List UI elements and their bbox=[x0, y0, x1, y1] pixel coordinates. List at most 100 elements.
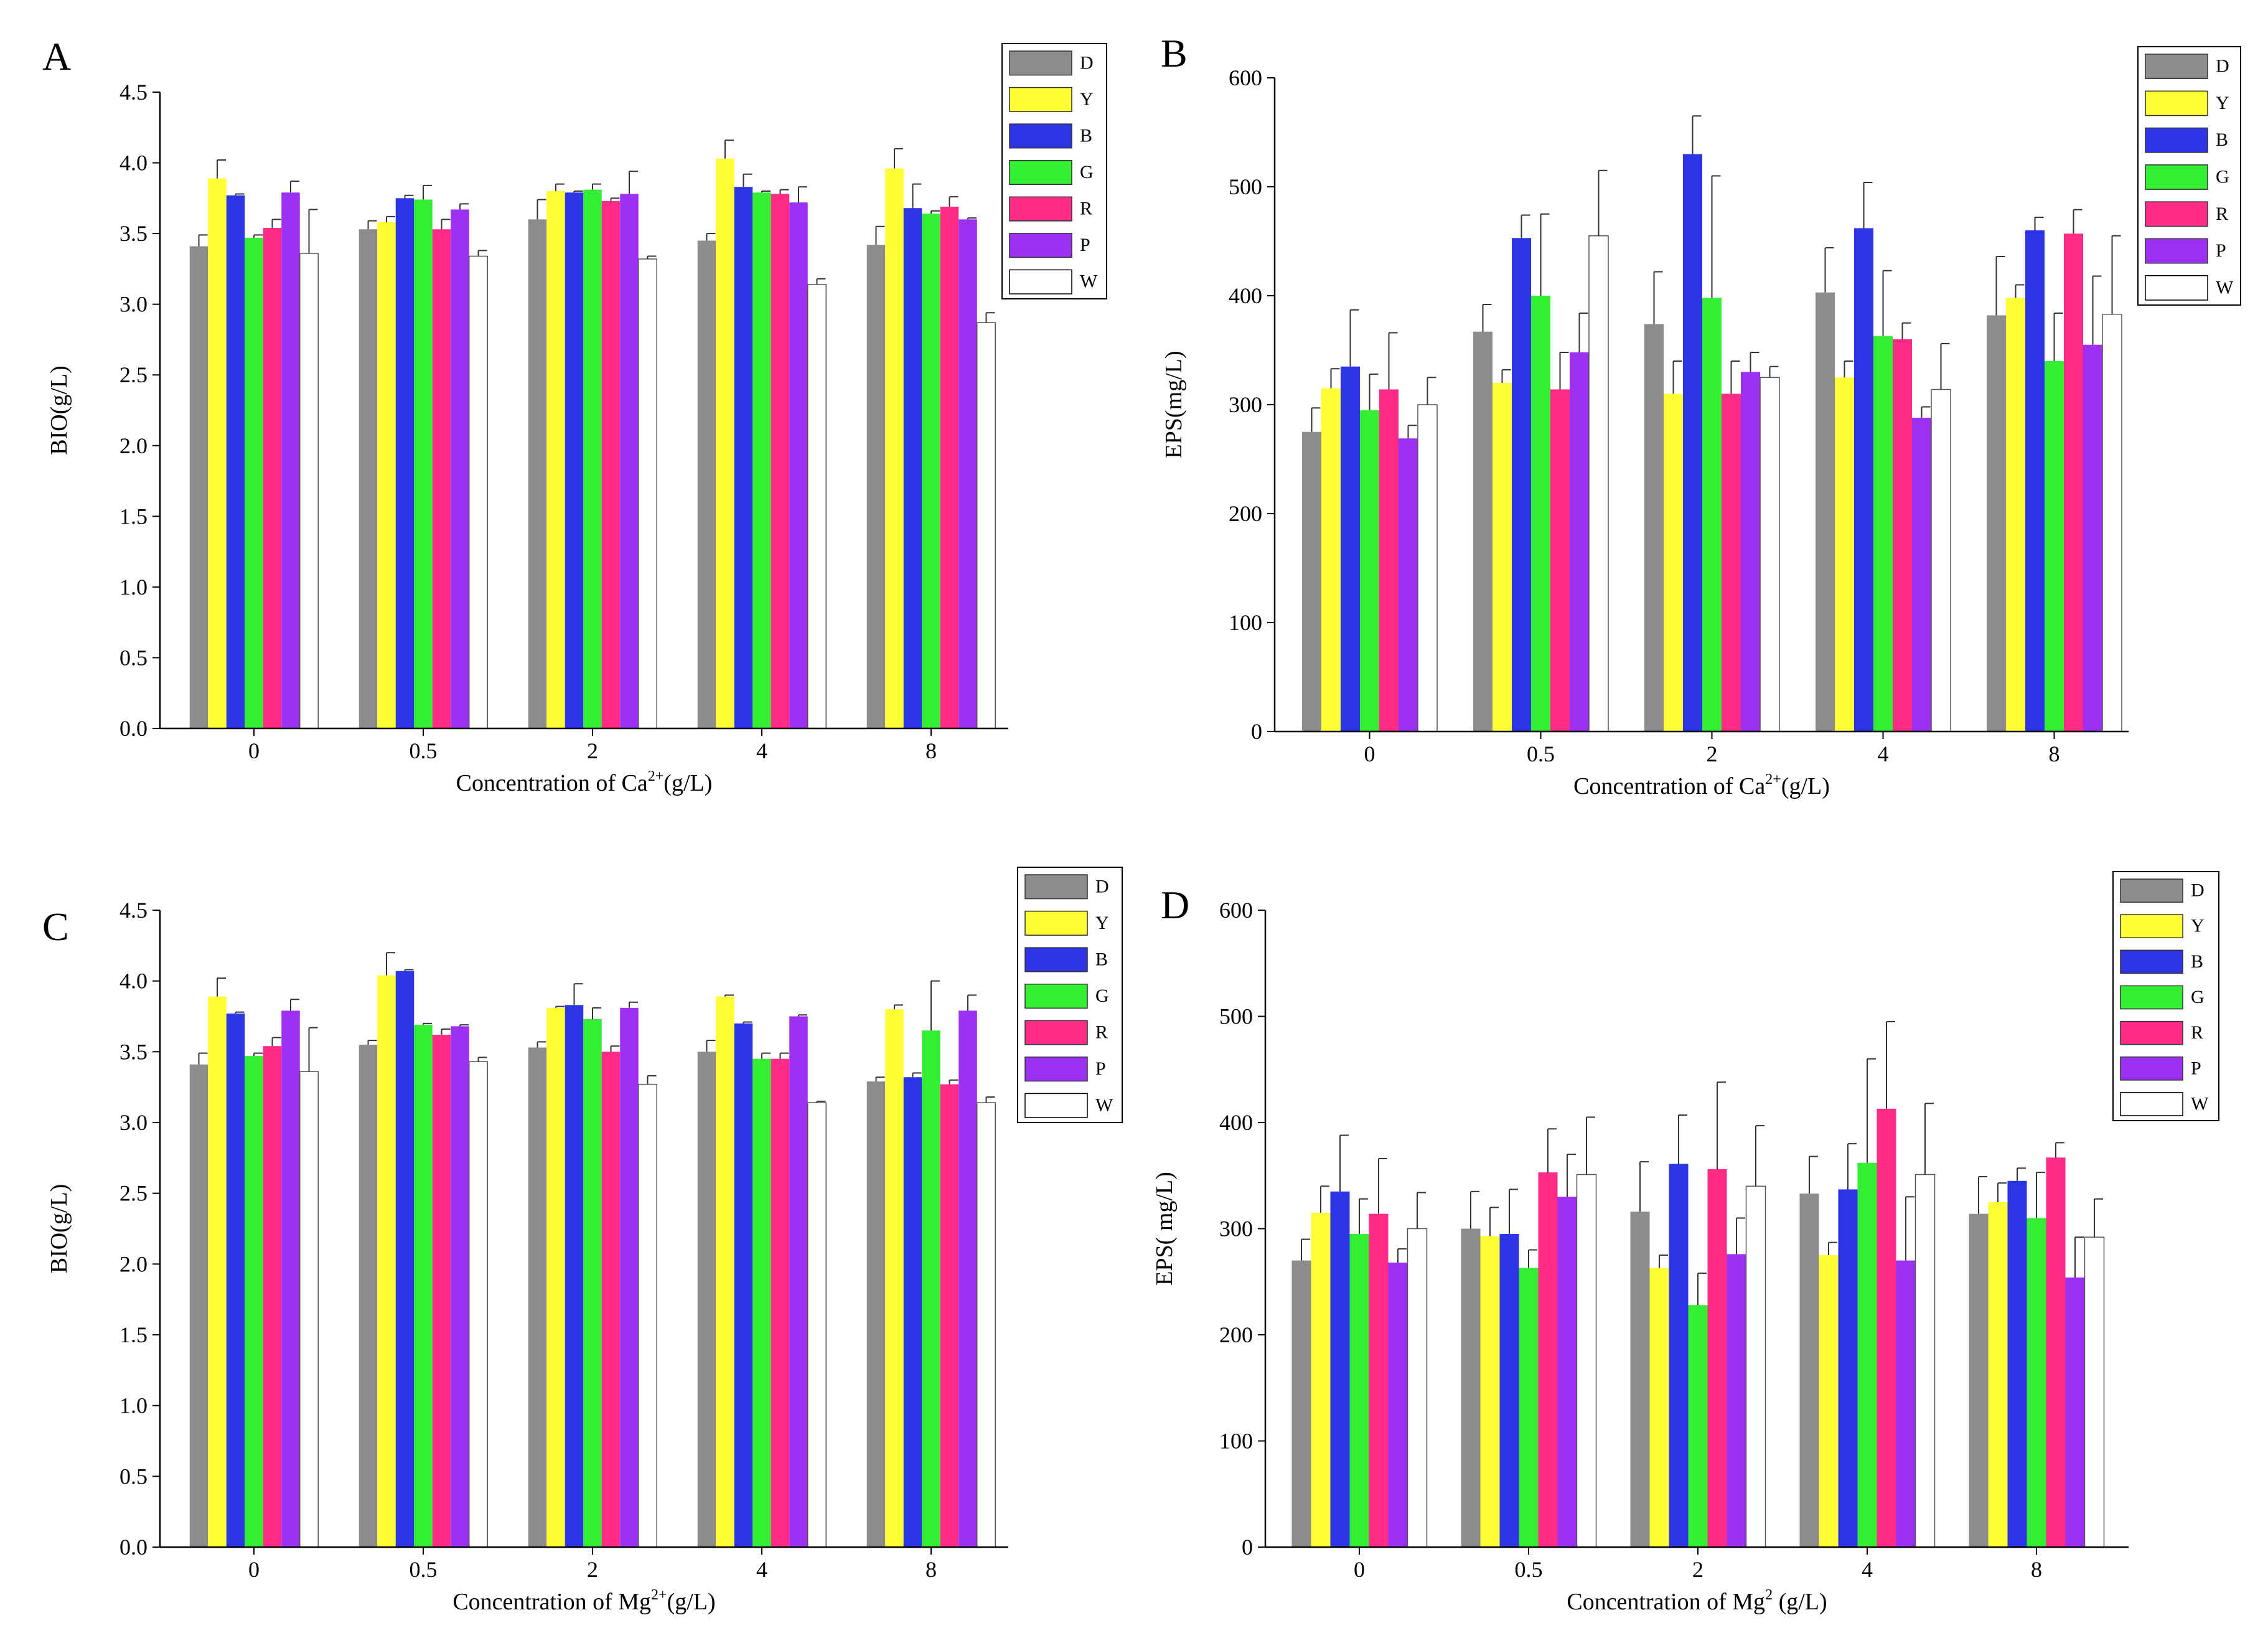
y-tick-label: 300 bbox=[1219, 1217, 1253, 1241]
bar-d-0.5 bbox=[1473, 331, 1492, 732]
bar-p-2 bbox=[620, 194, 639, 728]
bar-b-4 bbox=[734, 187, 753, 729]
bar-r-4 bbox=[771, 1058, 790, 1547]
x-axis-title-superscript: 2 bbox=[1765, 1587, 1773, 1603]
bar-w-0 bbox=[299, 253, 319, 729]
legend-label-b: B bbox=[1080, 125, 1092, 146]
x-axis-title-superscript: 2+ bbox=[648, 768, 664, 784]
bar-g-0.5 bbox=[1519, 1268, 1539, 1547]
y-tick-label: 2.0 bbox=[119, 1251, 148, 1276]
legend-label-y: Y bbox=[2191, 916, 2205, 936]
legend-swatch-r bbox=[1024, 1020, 1088, 1045]
bar-g-2 bbox=[1688, 1305, 1708, 1547]
legend-swatch-g bbox=[2120, 985, 2183, 1010]
y-tick-label: 1.0 bbox=[119, 575, 148, 600]
bar-p-0 bbox=[281, 1010, 300, 1547]
bar-p-8 bbox=[2083, 344, 2102, 732]
bar-b-2 bbox=[1683, 154, 1702, 732]
bar-w-0 bbox=[1417, 404, 1438, 732]
bar-g-4 bbox=[752, 1058, 771, 1547]
y-tick-label: 600 bbox=[1219, 898, 1253, 923]
panel-a-bio-calcium: A 0.0 0.5 1.0 1.5 2.0 2.5 3.0 3.5 4.0 4.5 0 0.5 2 4 8 Co… bbox=[42, 34, 1107, 796]
bar-y-8 bbox=[885, 1009, 904, 1547]
bar-p-0 bbox=[281, 192, 300, 728]
legend-swatch-w bbox=[2120, 1092, 2183, 1116]
bar-d-2 bbox=[528, 1047, 547, 1547]
y-tick-label: 400 bbox=[1229, 283, 1262, 308]
bar-p-0.5 bbox=[1557, 1197, 1577, 1547]
bar-g-4 bbox=[752, 192, 771, 728]
bar-d-0.5 bbox=[1461, 1228, 1481, 1547]
bar-p-4 bbox=[789, 202, 808, 728]
legend-swatch-g bbox=[1009, 159, 1072, 186]
bar-g-0.5 bbox=[414, 1025, 433, 1547]
y-tick-label: 4.5 bbox=[119, 80, 148, 105]
bar-g-2 bbox=[583, 1019, 602, 1547]
x-tick-label: 8 bbox=[925, 1557, 937, 1582]
bar-r-8 bbox=[940, 206, 959, 729]
bar-p-2 bbox=[1727, 1254, 1746, 1547]
y-tick-label: 400 bbox=[1219, 1110, 1253, 1135]
legend-swatch-y bbox=[2145, 90, 2208, 116]
bar-p-4 bbox=[1896, 1260, 1916, 1547]
bar-w-8 bbox=[977, 1102, 996, 1548]
bar-p-2 bbox=[1741, 372, 1760, 732]
bar-d-2 bbox=[1630, 1212, 1650, 1547]
bar-y-2 bbox=[1649, 1268, 1669, 1547]
legend-label-p: P bbox=[2191, 1058, 2201, 1078]
bar-r-0.5 bbox=[432, 1035, 451, 1547]
x-axis-title-unit: (g/L) bbox=[667, 1589, 716, 1615]
bar-p-0 bbox=[1388, 1263, 1408, 1547]
bar-w-0.5 bbox=[469, 1061, 488, 1548]
bar-r-0 bbox=[263, 228, 282, 728]
legend-swatch-g bbox=[2145, 164, 2208, 190]
legend-label-w: W bbox=[1095, 1095, 1113, 1116]
bar-r-0 bbox=[1379, 389, 1399, 732]
bar-y-4 bbox=[716, 158, 734, 729]
y-axis-title: BIO(g/L) bbox=[46, 1184, 72, 1274]
bar-d-8 bbox=[866, 1081, 886, 1547]
bar-b-8 bbox=[2025, 230, 2045, 732]
bar-r-0.5 bbox=[1538, 1172, 1558, 1547]
y-tick-label: 200 bbox=[1219, 1322, 1253, 1347]
legend-swatch-p bbox=[2145, 238, 2208, 264]
bar-y-0.5 bbox=[377, 975, 396, 1547]
bar-w-4 bbox=[807, 284, 827, 729]
x-tick-label: 8 bbox=[2031, 1557, 2042, 1582]
panel-letter: D bbox=[1161, 883, 1189, 927]
legend-swatch-d bbox=[1024, 874, 1088, 900]
bar-b-2 bbox=[565, 1005, 584, 1547]
bar-y-4 bbox=[1835, 377, 1854, 732]
bar-w-8 bbox=[2102, 314, 2122, 732]
bar-d-4 bbox=[1816, 292, 1835, 732]
x-axis-title-unit: (g/L) bbox=[1773, 1589, 1827, 1615]
bar-g-4 bbox=[1873, 336, 1893, 732]
bar-g-8 bbox=[922, 214, 940, 728]
legend-label-y: Y bbox=[1080, 89, 1094, 110]
y-axis-title: EPS( mg/L) bbox=[1151, 1172, 1178, 1286]
bar-d-0.5 bbox=[358, 229, 378, 728]
y-tick-label: 0 bbox=[1242, 1535, 1253, 1560]
bar-w-2 bbox=[638, 258, 657, 729]
bar-p-0.5 bbox=[451, 1026, 469, 1547]
legend-swatch-d bbox=[1009, 50, 1072, 76]
y-tick-label: 4.0 bbox=[119, 969, 148, 994]
y-tick-label: 100 bbox=[1229, 610, 1262, 635]
bar-r-0 bbox=[1369, 1213, 1389, 1547]
legend-label-r: R bbox=[2216, 204, 2228, 224]
bar-b-0.5 bbox=[395, 971, 415, 1547]
x-axis-title: Concentration of Ca2+(g/L) bbox=[1573, 771, 1830, 799]
bar-w-0 bbox=[299, 1071, 319, 1548]
x-tick-label: 8 bbox=[925, 738, 937, 763]
legend-swatch-b bbox=[1024, 947, 1088, 972]
bar-g-2 bbox=[583, 189, 602, 728]
bar-d-8 bbox=[866, 245, 886, 728]
bar-r-2 bbox=[601, 200, 621, 728]
bar-w-8 bbox=[977, 322, 996, 729]
bar-y-0 bbox=[1321, 388, 1341, 732]
legend-label-p: P bbox=[1095, 1058, 1106, 1079]
legend-swatch-p bbox=[1024, 1057, 1088, 1082]
y-tick-label: 500 bbox=[1219, 1004, 1253, 1029]
x-axis-title-unit: (g/L) bbox=[1781, 773, 1830, 799]
bar-w-4 bbox=[1914, 1174, 1936, 1548]
